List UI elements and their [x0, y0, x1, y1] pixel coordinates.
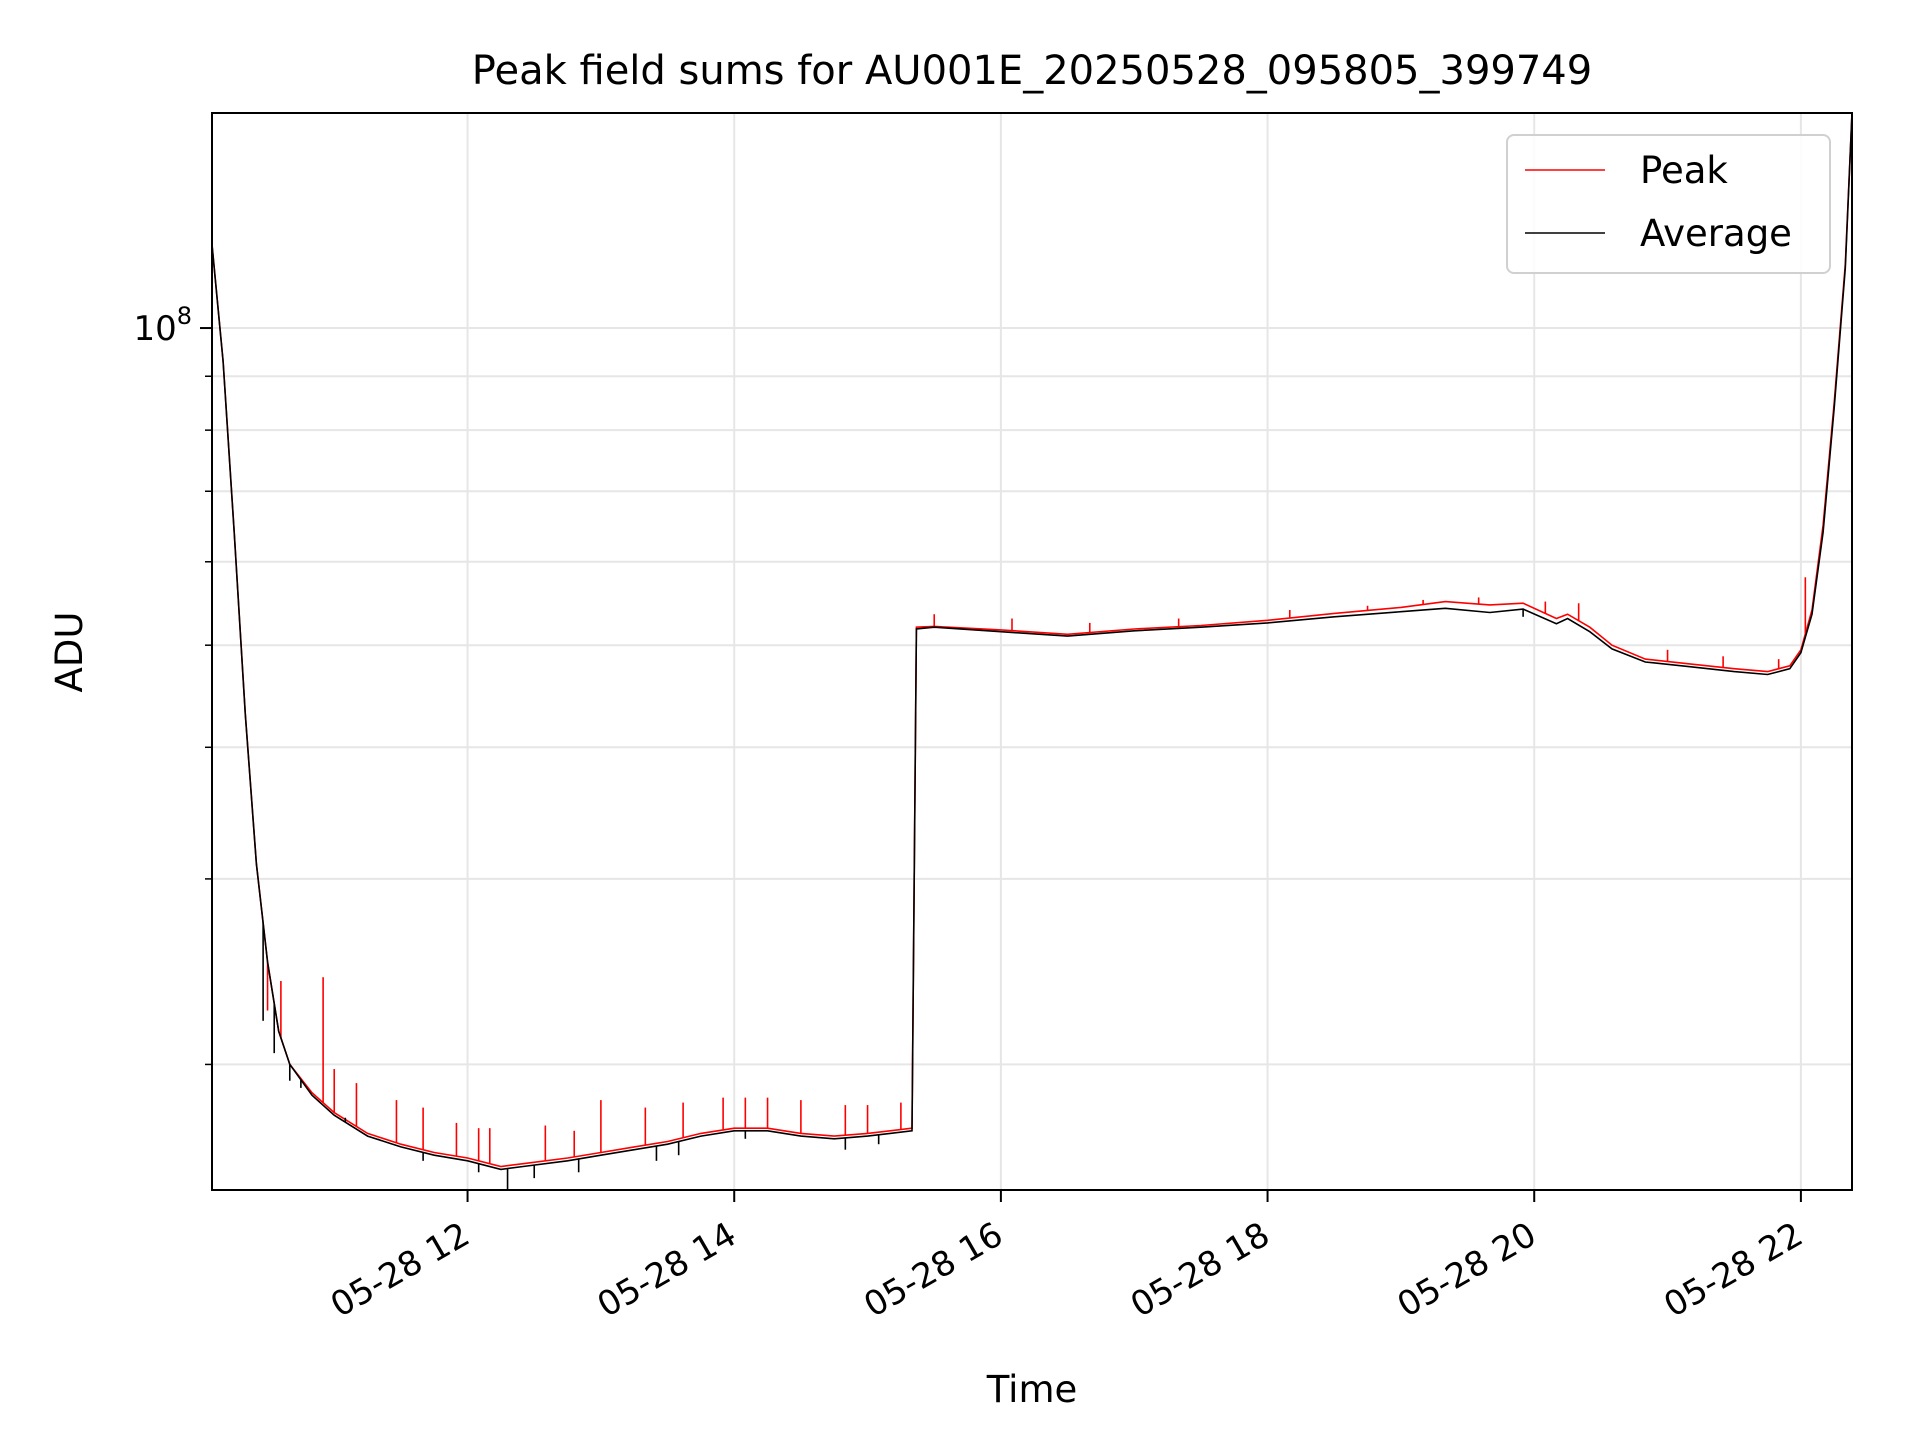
- average-series-line: [211, 112, 1853, 1171]
- chart-title: Peak field sums for AU001E_20250528_0958…: [472, 48, 1592, 94]
- plot-frame: [211, 112, 1853, 1191]
- plot-area: [211, 112, 1853, 1191]
- legend-label-peak: Peak: [1640, 149, 1728, 192]
- y-axis-label: ADU: [48, 612, 91, 693]
- plot-background: [212, 113, 1852, 1190]
- legend-label-average: Average: [1640, 212, 1792, 255]
- y-axis: 108: [133, 302, 212, 1066]
- series-layer: [211, 112, 1853, 1190]
- grid-lines: [212, 113, 1852, 1190]
- legend: Peak Average: [1506, 134, 1831, 274]
- x-axis-label: Time: [986, 1368, 1078, 1411]
